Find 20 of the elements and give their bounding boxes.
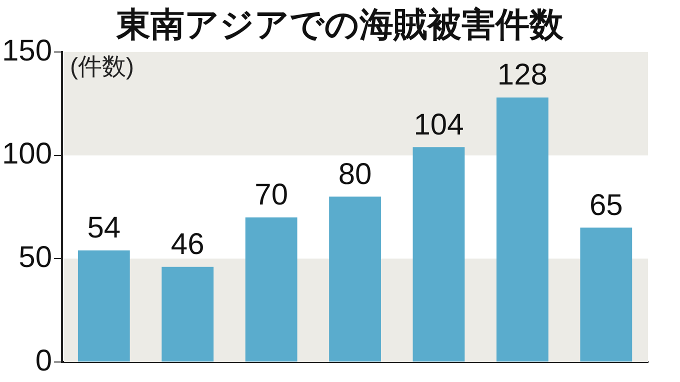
y-tick-label: 50 <box>18 240 52 274</box>
y-tick-label: 100 <box>2 138 52 171</box>
data-label: 104 <box>414 108 464 142</box>
bar <box>496 97 548 362</box>
data-label: 65 <box>589 188 623 222</box>
bar <box>580 228 632 362</box>
bar <box>329 196 381 362</box>
data-label: 46 <box>170 228 204 262</box>
data-label: 54 <box>87 212 121 245</box>
bar <box>245 217 298 362</box>
bar <box>162 266 214 362</box>
data-label: 80 <box>338 158 372 191</box>
y-axis-title: (件数) <box>70 54 134 81</box>
y-tick-label: 0 <box>35 344 52 378</box>
y-tick-label: 150 <box>2 34 52 68</box>
data-label: 128 <box>497 58 548 92</box>
chart-title: 東南アジアでの海賊被害件数 <box>116 5 564 45</box>
bar <box>78 250 130 362</box>
bar <box>412 147 465 362</box>
data-label: 70 <box>254 178 288 212</box>
